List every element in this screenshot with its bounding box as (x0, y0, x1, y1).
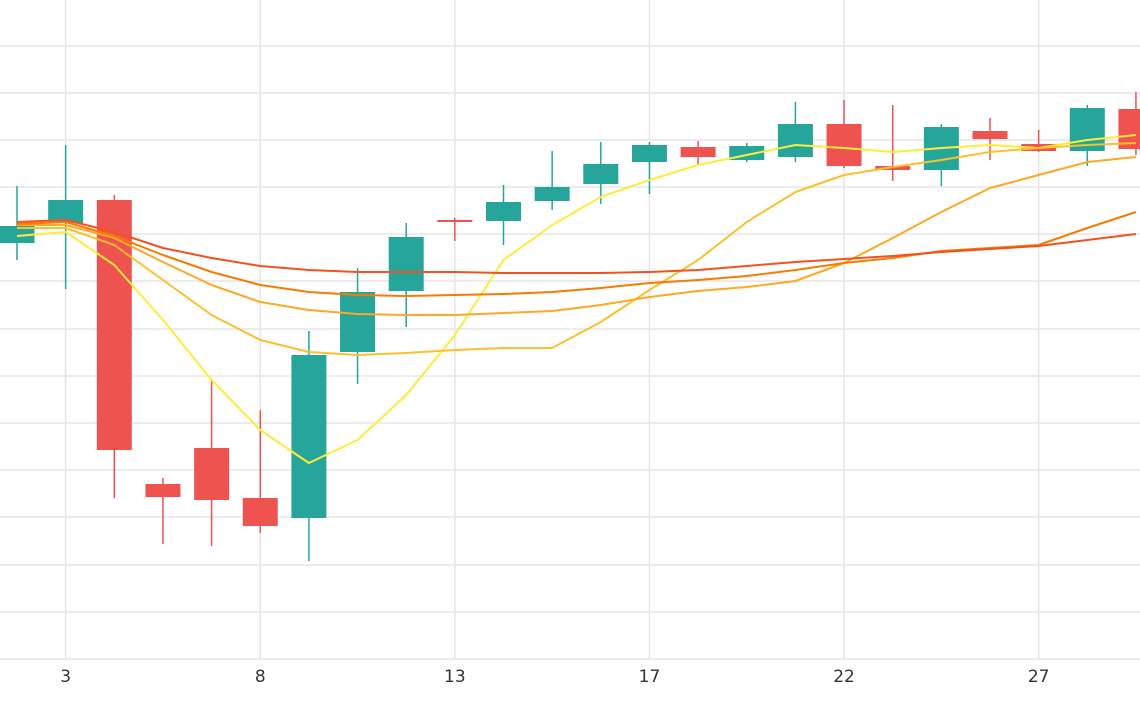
moving-average-line (16, 134, 1137, 464)
x-tick-label: 17 (639, 667, 661, 687)
moving-average-line (17, 142, 1136, 356)
candle-body (194, 448, 230, 500)
candle-body (437, 220, 473, 222)
x-tick-label: 8 (255, 667, 266, 687)
x-tick-label: 22 (833, 667, 855, 687)
candle-body (486, 202, 521, 221)
candle-body (1118, 109, 1140, 149)
candle-body (972, 131, 1008, 139)
x-tick-label: 3 (60, 667, 71, 687)
moving-average-line (16, 211, 1137, 297)
candle-body (826, 124, 862, 166)
x-tick-label: 13 (444, 667, 466, 687)
candle-body (145, 484, 181, 497)
candle-body (388, 237, 424, 291)
moving-average-line (16, 219, 1137, 274)
moving-average-line (17, 156, 1137, 316)
candle-body (534, 187, 570, 201)
candle-body (48, 200, 84, 223)
candle-body (340, 292, 376, 352)
candle-body (680, 147, 716, 157)
candle-body (631, 145, 667, 162)
candle-body (777, 124, 813, 157)
candle-body (242, 498, 278, 526)
x-tick-label: 27 (1028, 667, 1050, 687)
candle-body (583, 164, 619, 184)
candle-body (291, 355, 327, 518)
candle-body (0, 226, 35, 243)
